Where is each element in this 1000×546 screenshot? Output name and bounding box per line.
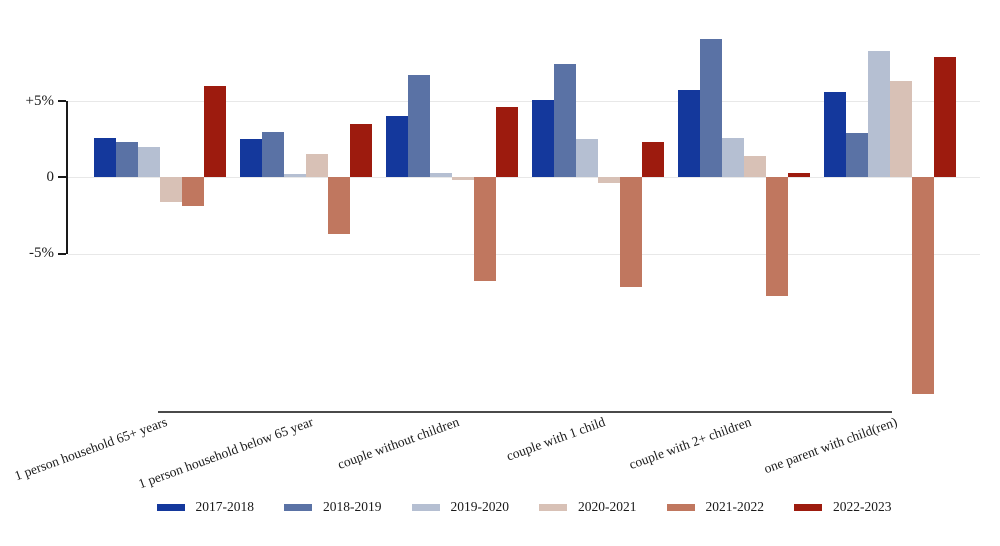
legend-item-2022-2023: 2022-2023 [794,500,892,514]
bar-2018-2019-cat6 [846,133,868,178]
legend-item-2020-2021: 2020-2021 [539,500,637,514]
legend-label-2018-2019: 2018-2019 [323,499,382,514]
bar-2018-2019-cat1 [116,142,138,178]
legend-label-2020-2021: 2020-2021 [578,499,637,514]
y-tick-label-5: +5% [25,92,54,109]
gridline--5 [68,253,980,255]
bar-2022-2023-cat5 [788,172,810,178]
x-axis-line [158,411,892,413]
bar-2022-2023-cat1 [204,85,226,178]
legend-item-2019-2020: 2019-2020 [411,499,510,514]
legend-label-2017-2018: 2017-2018 [195,499,255,514]
bar-2020-2021-cat5 [744,155,766,178]
bar-2018-2019-cat3 [408,75,430,178]
legend-label-2019-2020: 2019-2020 [450,499,510,514]
bar-2017-2018-cat6 [824,91,846,178]
legend-label-2021-2022: 2021-2022 [705,499,765,514]
bar-2020-2021-cat2 [306,154,328,178]
legend-swatch-2022-2023 [794,503,822,511]
legend-swatch-2019-2020 [411,503,440,511]
bar-2017-2018-cat3 [386,116,408,178]
bar-2018-2019-cat4 [554,64,576,178]
y-tick-label-0: 0 [46,168,55,185]
legend-swatch-2021-2022 [666,503,695,511]
bar-2021-2022-cat2 [328,177,350,234]
bar-2020-2021-cat6 [890,81,912,178]
bar-2019-2020-cat3 [430,172,452,178]
legend: 2017-2018 2018-2019 2019-2020 2020-2021 2021… [24,496,1000,518]
bar-2021-2022-cat3 [474,177,496,281]
bar-2018-2019-cat5 [700,38,722,178]
y-tick--5 [58,252,66,255]
gridline-5 [68,101,980,103]
bar-2017-2018-cat2 [240,139,262,178]
bar-2020-2021-cat1 [160,177,182,202]
legend-label-2022-2023: 2022-2023 [833,499,892,514]
bar-2021-2022-cat5 [766,177,788,297]
bar-2019-2020-cat5 [722,137,744,178]
legend-item-2018-2019: 2018-2019 [284,500,382,514]
bar-2019-2020-cat2 [284,174,306,178]
bar-2020-2021-cat4 [598,177,620,184]
bar-2020-2021-cat3 [452,177,474,181]
bar-2019-2020-cat1 [138,146,160,178]
bar-2022-2023-cat4 [642,142,664,178]
bar-2017-2018-cat4 [532,99,554,178]
y-axis-line [66,101,68,254]
legend-swatch-2018-2019 [284,503,312,511]
bar-2021-2022-cat4 [620,177,642,288]
bar-2022-2023-cat3 [496,107,518,178]
legend-swatch-2017-2018 [156,503,185,511]
gridline-0 [68,177,980,179]
bar-2019-2020-cat6 [868,50,890,178]
y-tick-0 [58,176,66,179]
bar-2018-2019-cat2 [262,131,284,178]
bar-2022-2023-cat6 [934,56,956,178]
bar-2022-2023-cat2 [350,123,372,178]
bar-2019-2020-cat4 [576,139,598,178]
y-tick-label--5: -5% [29,245,54,262]
legend-swatch-2020-2021 [539,503,567,511]
bar-2021-2022-cat6 [912,177,934,394]
bar-2021-2022-cat1 [182,177,204,207]
legend-item-2017-2018: 2017-2018 [156,499,255,514]
bar-2017-2018-cat5 [678,90,700,178]
bar-2017-2018-cat1 [94,137,116,178]
legend-item-2021-2022: 2021-2022 [666,499,765,514]
y-tick-5 [58,100,66,103]
